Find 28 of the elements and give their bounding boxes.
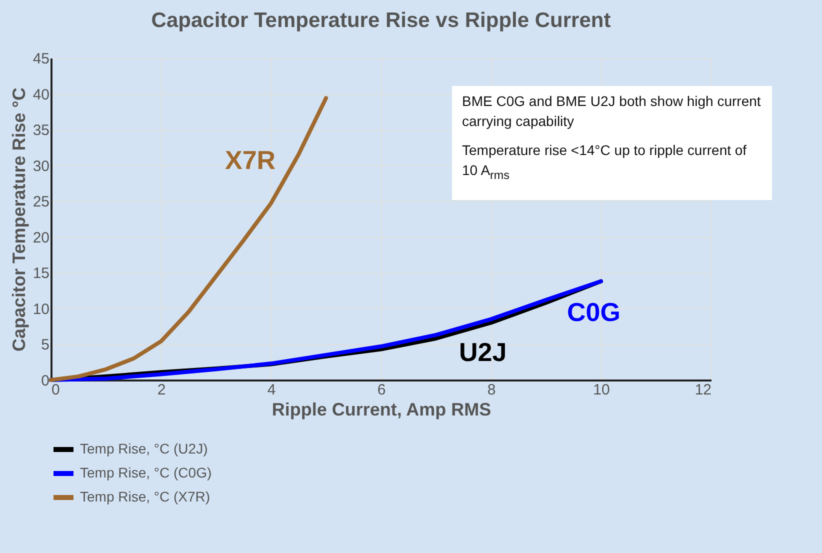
annotation: C0G	[567, 297, 620, 328]
line-series	[49, 96, 328, 382]
y-tick-label: 10	[32, 300, 50, 318]
chart-title: Capacitor Temperature Rise vs Ripple Current	[151, 9, 611, 32]
annotation: Temperature rise <14°C up to ripple current of 10 A$_{rms}$	[462, 141, 748, 184]
y-tick-label: 30	[32, 158, 50, 175]
x-tick-label: 6	[377, 382, 386, 398]
annotation: U2J	[459, 337, 507, 368]
x-tick-label: 10	[593, 382, 610, 398]
x-tick-label: 8	[487, 382, 496, 398]
y-tick-label: 35	[32, 122, 50, 140]
y-tick-label: 40	[32, 86, 50, 104]
y-tick-label: 25	[32, 194, 50, 211]
x-axis-title: Ripple Current, Amp RMS	[272, 400, 492, 420]
y-tick-label: 45	[32, 50, 50, 68]
y-axis-title: Capacitor Temperature Rise °C	[8, 88, 29, 352]
legend-label: Temp Rise, °C (C0G)	[80, 464, 212, 480]
annotation: X7R	[225, 145, 276, 176]
y-tick-label: 20	[32, 229, 50, 246]
x-tick-label: 12	[694, 382, 712, 398]
x-tick-label: 4	[267, 382, 276, 398]
x-tick-label: 0	[52, 382, 60, 398]
annotation: BME C0G and BME U2J both show high current carrying capability	[462, 92, 762, 131]
x-tick-label: 2	[157, 382, 166, 398]
legend-label: Temp Rise, °C (X7R)	[80, 488, 210, 504]
y-tick-label: 5	[41, 336, 50, 354]
legend-label: Temp Rise, °C (U2J)	[80, 440, 208, 456]
y-tick-label: 15	[32, 265, 50, 282]
